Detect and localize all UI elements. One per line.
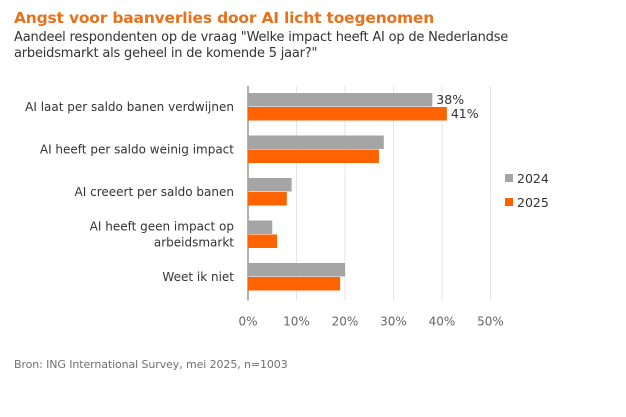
category-label: AI heeft geen impact op	[90, 220, 234, 234]
bar-2024	[248, 93, 433, 107]
bar-2024	[248, 135, 384, 149]
chart-subtitle: Aandeel respondenten op de vraag "Welke …	[14, 30, 509, 61]
category-label: AI creeert per saldo banen	[75, 185, 234, 199]
x-tick-label: 40%	[429, 315, 456, 329]
data-label: 41%	[451, 106, 479, 121]
x-tick-label: 20%	[332, 315, 359, 329]
bar-2025	[248, 149, 379, 163]
bar-2025	[248, 234, 278, 248]
legend-swatch-2025	[505, 198, 513, 206]
x-tick-label: 50%	[477, 315, 504, 329]
source-note: Bron: ING International Survey, mei 2025…	[14, 358, 288, 371]
legend-label: 2025	[517, 195, 549, 210]
category-label: arbeidsmarkt	[154, 236, 234, 250]
category-label: AI laat per saldo banen verdwijnen	[25, 100, 234, 114]
category-label: Weet ik niet	[162, 270, 234, 284]
chart-title: Angst voor baanverlies door AI licht toe…	[14, 9, 435, 27]
bar-2025	[248, 277, 341, 291]
bar-2025	[248, 192, 287, 206]
bar-2024	[248, 263, 345, 277]
x-tick-labels: 0% 10% 20% 30% 40% 50%	[238, 315, 503, 329]
category-label: AI heeft per saldo weinig impact	[40, 143, 234, 157]
x-tick-label: 30%	[380, 315, 407, 329]
legend-label: 2024	[517, 171, 549, 186]
category-labels: AI laat per saldo banen verdwijnen AI hee…	[25, 100, 234, 284]
bars	[248, 93, 447, 291]
bar-2024	[248, 220, 273, 234]
data-label: 38%	[436, 92, 464, 107]
legend: 2024 2025	[505, 171, 549, 210]
data-labels: 38%41%	[436, 92, 478, 121]
x-tick-label: 0%	[238, 315, 257, 329]
bar-2024	[248, 178, 292, 192]
legend-swatch-2024	[505, 174, 513, 182]
x-tick-label: 10%	[283, 315, 310, 329]
bar-2025	[248, 107, 447, 121]
